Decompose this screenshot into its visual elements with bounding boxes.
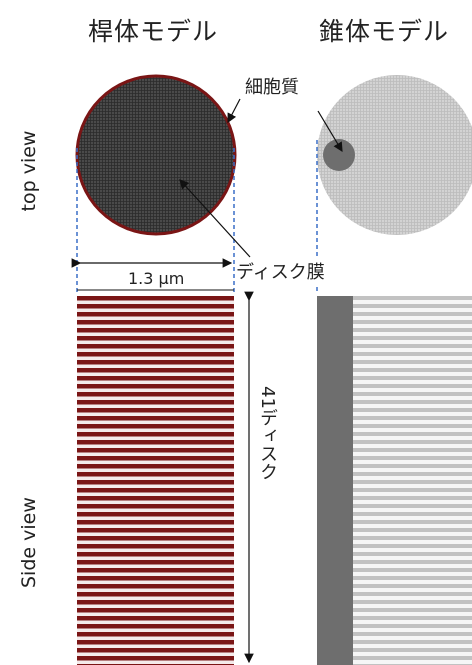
cone-side-cytoplasm (317, 296, 353, 665)
side-view-label: Side view (18, 497, 40, 588)
disk-count-label: 41ディスク (254, 386, 280, 481)
disk-membrane-pointer-arrow (179, 179, 251, 258)
rod-top-disk (75, 74, 237, 236)
cone-model-title: 錐体モデル (319, 17, 450, 46)
diameter-label: 1.3 μm (128, 269, 185, 288)
disk-membrane-label: ディスク膜 (236, 258, 325, 284)
cytoplasm-rod-pointer (227, 98, 241, 124)
cone-top-disk (317, 75, 472, 235)
rod-model-title: 桿体モデル (88, 17, 219, 46)
cytoplasm-pointer-arrow (317, 110, 343, 153)
cone-cytoplasm-spot (323, 139, 355, 171)
cytoplasm-label: 細胞質 (245, 77, 299, 98)
top-view-label: top view (18, 130, 40, 212)
rod-side-view (77, 296, 234, 665)
